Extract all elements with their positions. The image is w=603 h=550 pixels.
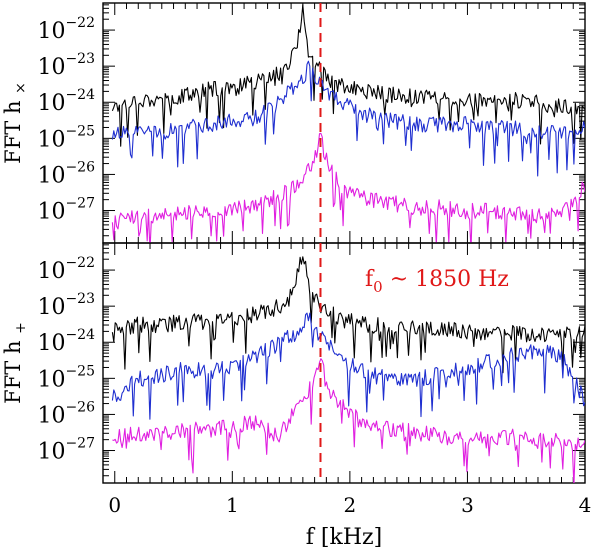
frequency-annotation: f0 ~ 1850 Hz	[365, 267, 509, 296]
y-tick-label: 10−27	[37, 196, 95, 225]
series-line-blue	[111, 312, 585, 420]
x-axis-label: f [kHz]	[306, 525, 382, 550]
y-tick-label: 10−26	[37, 399, 95, 428]
y-axis-label: FFT h +	[1, 322, 29, 404]
y-tick-label: 10−23	[37, 291, 95, 320]
x-tick-label: 1	[226, 493, 239, 517]
series-line-black	[111, 4, 585, 147]
y-tick-label: 10−25	[37, 123, 95, 152]
x-tick-label: 2	[344, 493, 357, 517]
series-line-blue	[111, 60, 585, 177]
series-line-magenta	[112, 358, 585, 483]
x-axis: 0 1 2 3 4 f [kHz]	[108, 493, 591, 550]
y-tick-label: 10−24	[37, 327, 95, 356]
y-tick-label: 10−27	[37, 436, 95, 465]
x-tick-label: 3	[461, 493, 474, 517]
y-tick-label: 10−26	[37, 159, 95, 188]
y-tick-label: 10−24	[37, 87, 95, 116]
plot-frame	[102, 242, 586, 484]
x-tick-label: 0	[108, 493, 121, 517]
y-tick-label: 10−23	[37, 51, 95, 80]
series-line-magenta	[111, 132, 585, 243]
top-panel: 10−22 10−23 10−24 10−25 10−26 10−27 FFT h ×	[1, 2, 586, 244]
y-tick-label: 10−22	[37, 255, 95, 284]
bottom-panel: 10−22 10−23 10−24 10−25 10−26 10−27 FFT h + f0 …	[1, 242, 586, 484]
y-tick-label: 10−25	[37, 363, 95, 392]
y-tick-label: 10−22	[37, 15, 95, 44]
x-tick-label: 4	[579, 493, 592, 517]
series-line-black	[111, 256, 585, 374]
y-axis-label: FFT h ×	[1, 82, 29, 164]
